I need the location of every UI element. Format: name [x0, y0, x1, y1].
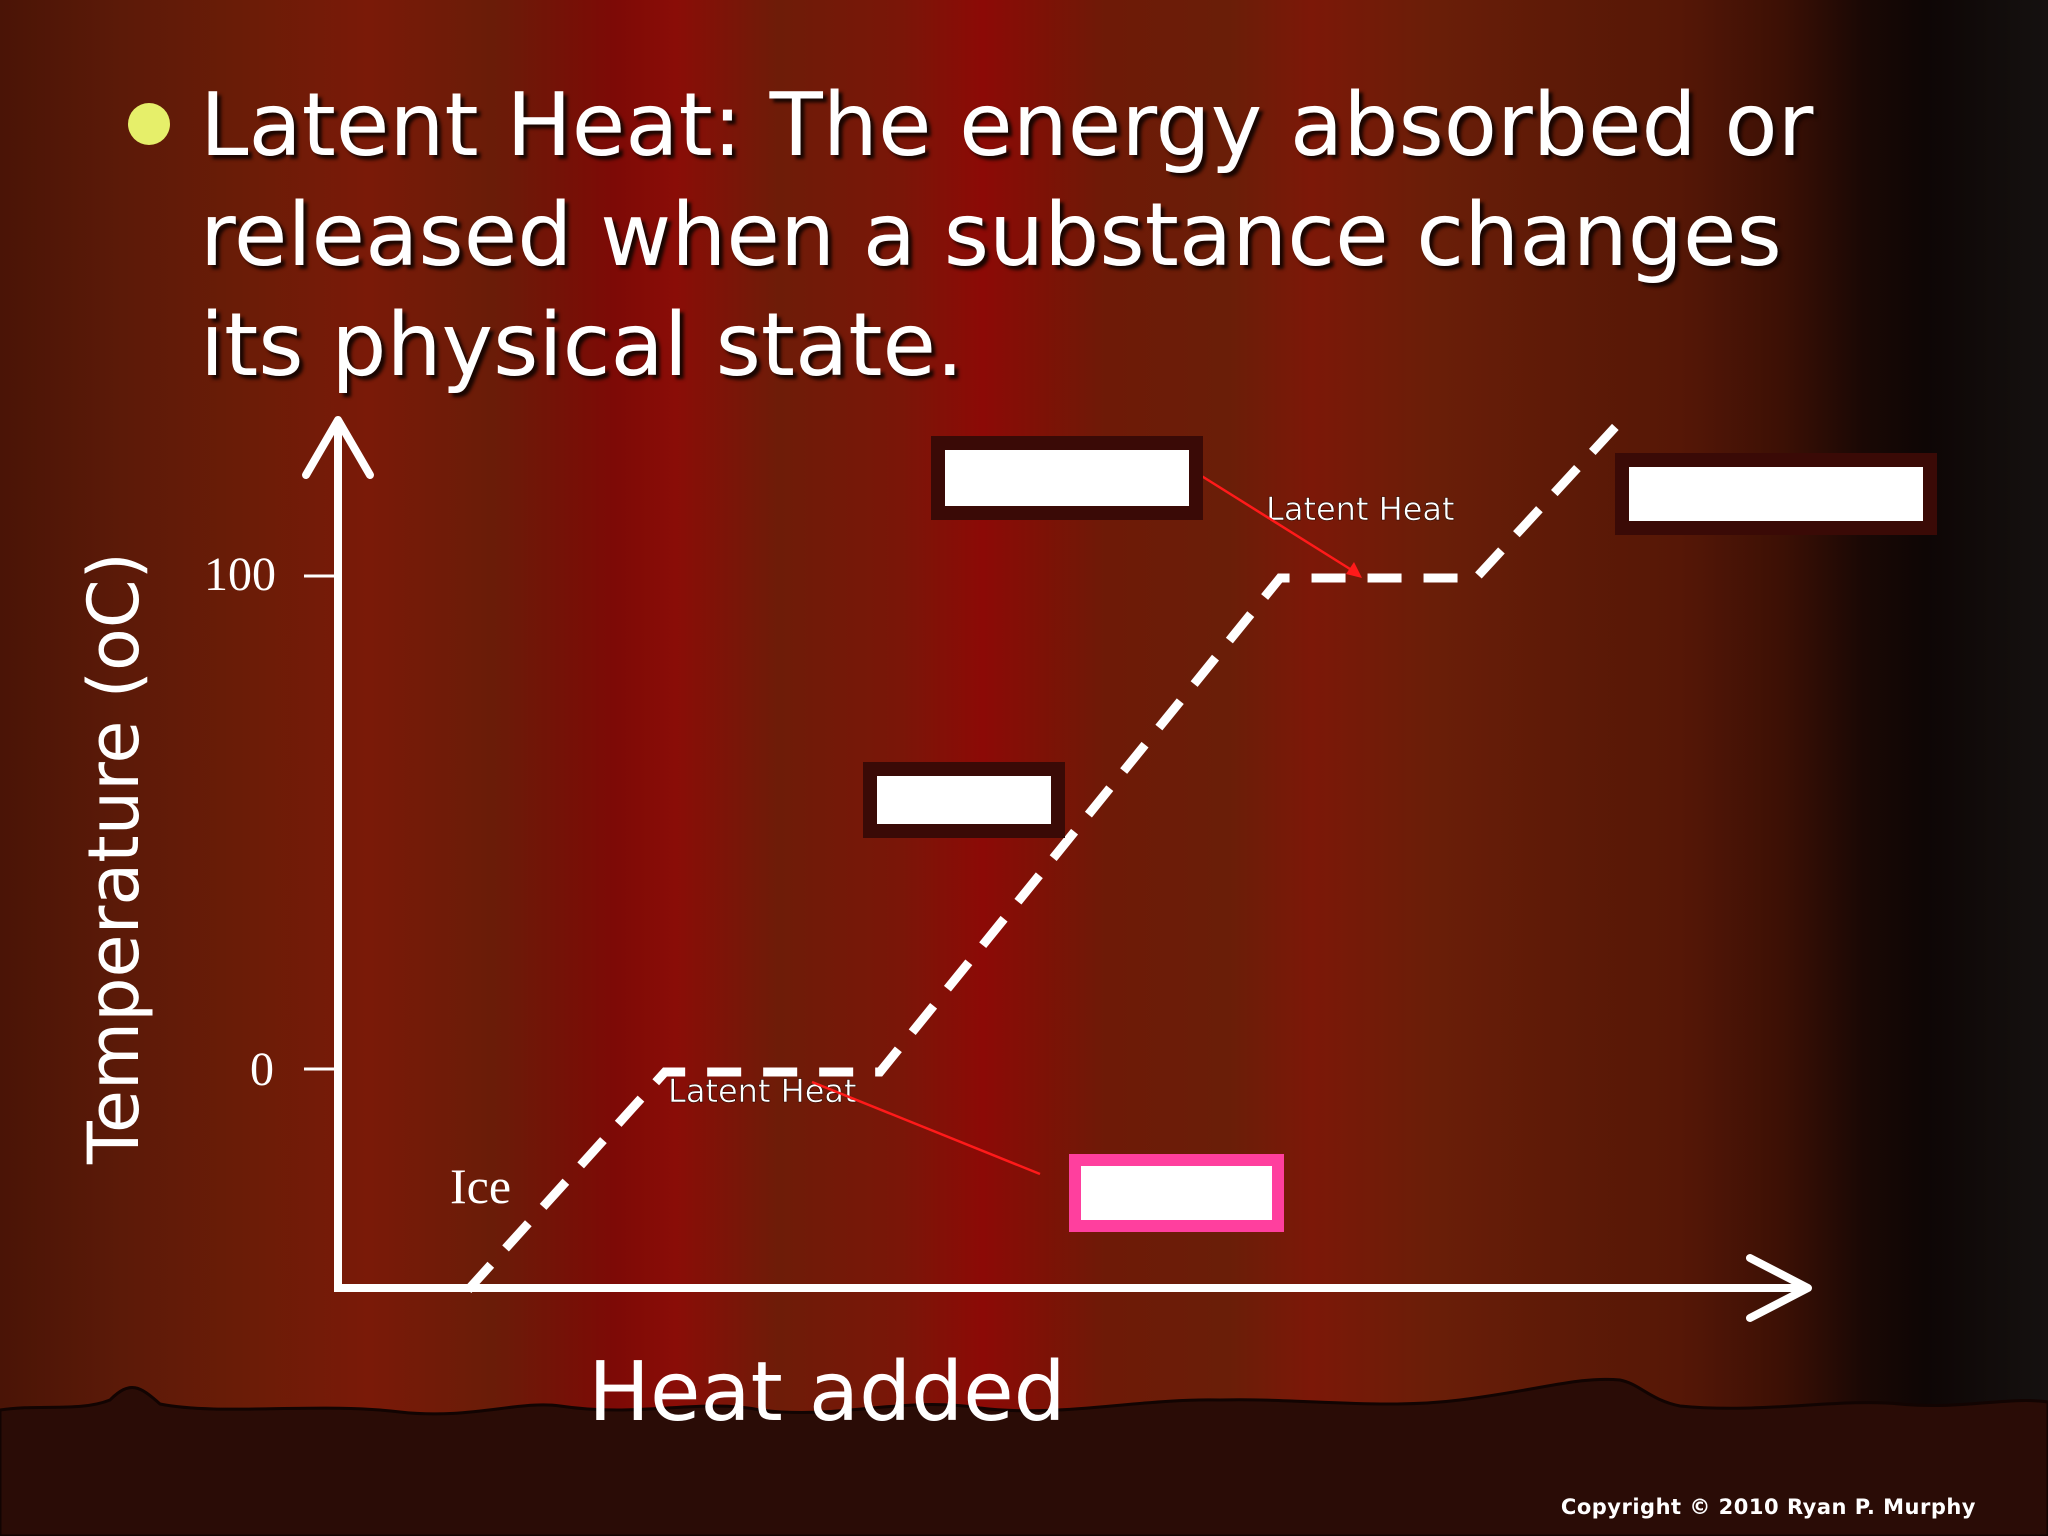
ground-silhouette — [0, 1377, 2048, 1536]
bullet-point-icon — [128, 103, 170, 145]
copyright-text: Copyright © 2010 Ryan P. Murphy — [1560, 1495, 1976, 1519]
blank-label-box-upper-right — [1615, 453, 1937, 535]
y-tick-label-0: 0 — [250, 1043, 274, 1096]
pointer-arrowhead-boiling — [1346, 562, 1362, 578]
y-tick-label-100: 100 — [204, 548, 276, 601]
x-axis-title: Heat added — [588, 1345, 1065, 1440]
blank-label-box-middle — [863, 762, 1065, 838]
latent-heat-label-melting: Latent Heat — [668, 1072, 857, 1110]
blank-label-box-upper-left — [931, 436, 1203, 520]
blank-label-box-pink — [1069, 1154, 1284, 1232]
ice-label: Ice — [450, 1158, 511, 1214]
y-axis-arrowhead — [302, 416, 374, 479]
heating-curve — [464, 420, 1622, 1294]
slide-bullet-text: Latent Heat: The energy absorbed or rele… — [200, 74, 1814, 396]
x-axis-arrowhead — [1746, 1254, 1812, 1322]
latent-heat-label-boiling: Latent Heat — [1266, 490, 1455, 528]
pointer-line-melting — [811, 1080, 1041, 1176]
y-axis-title: Temperature (oC) — [73, 552, 155, 1165]
pointer-line-boiling — [1199, 473, 1359, 576]
